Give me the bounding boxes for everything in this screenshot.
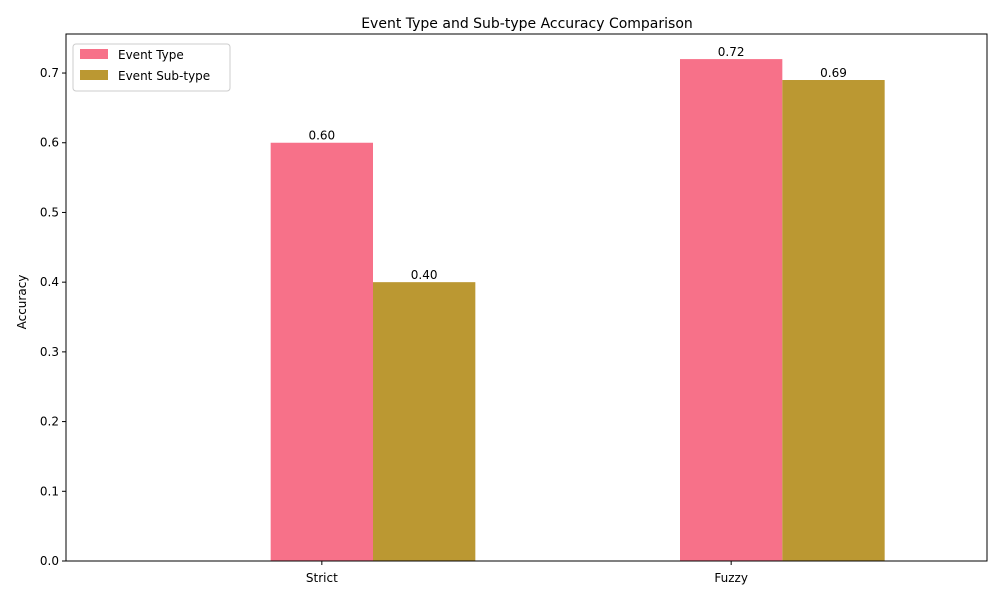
data-label: 0.40 [411, 268, 438, 282]
bars-layer [270, 59, 885, 561]
y-tick-label: 0.2 [40, 415, 59, 429]
x-axis: Strict Fuzzy [306, 561, 748, 585]
legend-swatch [80, 49, 108, 59]
data-labels-layer: 0.60 0.72 0.40 0.69 [308, 45, 846, 282]
y-tick-label: 0.6 [40, 136, 59, 150]
y-tick-label: 0.7 [40, 66, 59, 80]
y-tick-label: 0.0 [40, 554, 59, 568]
legend: Event Type Event Sub-type [72, 43, 231, 92]
plot-frame [65, 33, 988, 562]
y-tick-label: 0.1 [40, 484, 59, 498]
x-tick-label: Fuzzy [714, 571, 748, 585]
chart-title: Event Type and Sub-type Accuracy Compari… [361, 16, 693, 32]
legend-label: Event Sub-type [118, 69, 210, 83]
data-label: 0.60 [308, 129, 335, 143]
y-axis-label: Accuracy [15, 275, 29, 330]
y-tick-label: 0.4 [40, 275, 59, 289]
legend-swatch [80, 70, 108, 80]
data-label: 0.72 [718, 45, 745, 59]
y-tick-label: 0.5 [40, 205, 59, 219]
data-label: 0.69 [820, 66, 847, 80]
legend-label: Event Type [118, 48, 184, 62]
bar-event-type-fuzzy [680, 59, 783, 561]
y-tick-label: 0.3 [40, 345, 59, 359]
bar-event-sub-type-fuzzy [782, 80, 885, 561]
legend-frame [72, 43, 231, 92]
bar-event-sub-type-strict [373, 282, 476, 561]
y-axis: 0.0 0.1 0.2 0.3 0.4 0.5 0.6 0.7 [40, 66, 66, 568]
x-tick-label: Strict [306, 571, 338, 585]
bar-event-type-strict [270, 142, 373, 561]
